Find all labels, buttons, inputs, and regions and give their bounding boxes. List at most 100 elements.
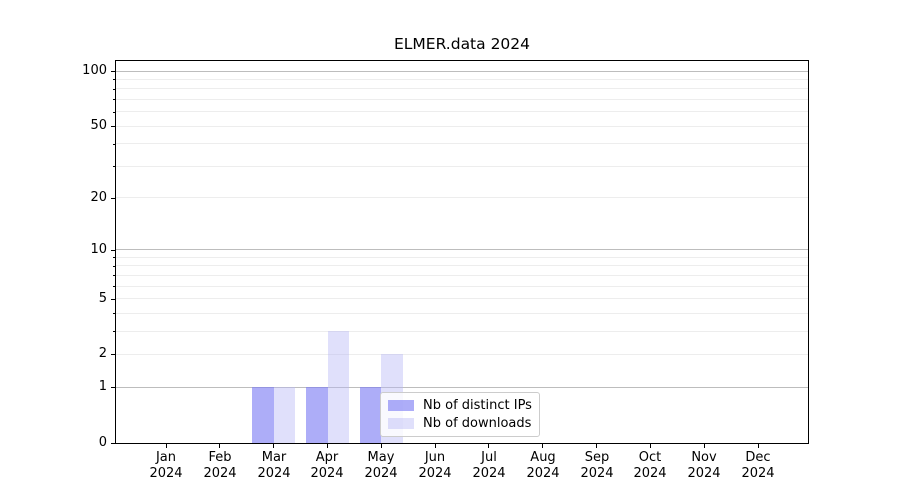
x-tick xyxy=(649,444,651,448)
y-gridline-minor xyxy=(116,143,808,144)
bar-nb-of-distinct-ips-may xyxy=(359,387,382,443)
y-gridline-minor xyxy=(116,275,808,276)
y-gridline-minor xyxy=(116,111,808,112)
x-tick-year: 2024 xyxy=(418,465,452,481)
x-tick-month: Jun xyxy=(424,450,446,465)
y-tick-minor xyxy=(113,257,115,258)
y-tick-minor xyxy=(113,331,115,332)
y-tick-label: 2 xyxy=(98,346,107,361)
x-tick-label: Sep 2024 xyxy=(565,450,629,481)
y-gridline-minor xyxy=(116,197,808,198)
y-gridline-minor xyxy=(116,99,808,100)
y-gridline-minor xyxy=(116,354,808,355)
x-tick-month: Apr xyxy=(315,450,339,465)
x-tick-year: 2024 xyxy=(364,465,398,481)
y-tick-label: 1 xyxy=(98,379,107,394)
x-tick-year: 2024 xyxy=(633,465,667,481)
legend-swatch-distinct-ips xyxy=(388,400,414,412)
x-tick-year: 2024 xyxy=(741,465,775,481)
y-gridline-minor xyxy=(116,257,808,258)
x-tick-month: May xyxy=(367,450,395,465)
x-tick-label: Nov 2024 xyxy=(672,450,736,481)
x-tick-label: Aug 2024 xyxy=(511,450,575,481)
y-gridline-minor xyxy=(116,298,808,299)
y-tick-minor xyxy=(113,89,115,90)
x-tick-year: 2024 xyxy=(472,465,506,481)
x-tick-month: Jan xyxy=(155,450,177,465)
bar-nb-of-downloads-mar xyxy=(273,387,296,443)
x-tick-year: 2024 xyxy=(203,465,237,481)
y-tick-minor xyxy=(113,126,115,127)
y-tick-minor xyxy=(113,354,115,355)
x-tick-label: May 2024 xyxy=(349,450,413,481)
bar-nb-of-distinct-ips-mar xyxy=(252,387,274,443)
legend-entry-downloads: Nb of downloads xyxy=(388,415,532,433)
x-tick-month: Feb xyxy=(208,450,232,465)
y-gridline-major xyxy=(116,71,808,72)
x-tick-year: 2024 xyxy=(310,465,344,481)
legend: Nb of distinct IPs Nb of downloads xyxy=(380,392,540,437)
x-tick xyxy=(542,444,544,448)
x-tick-month: Sep xyxy=(584,450,610,465)
bar-nb-of-downloads-apr xyxy=(327,331,349,443)
y-tick-minor xyxy=(113,99,115,100)
y-tick-minor xyxy=(113,112,115,113)
y-tick-minor xyxy=(113,275,115,276)
x-tick-label: Jun 2024 xyxy=(403,450,467,481)
x-tick-label: Mar 2024 xyxy=(242,450,306,481)
legend-swatch-downloads xyxy=(388,417,414,429)
y-tick-minor xyxy=(113,313,115,314)
y-gridline-major xyxy=(116,249,808,250)
y-tick-label: 10 xyxy=(90,242,107,257)
y-gridline-minor xyxy=(116,313,808,314)
y-tick xyxy=(111,71,115,72)
y-tick-minor xyxy=(113,166,115,167)
y-tick-minor xyxy=(113,79,115,80)
legend-entry-distinct-ips: Nb of distinct IPs xyxy=(388,397,532,415)
y-tick-label: 5 xyxy=(98,291,107,306)
y-tick-minor xyxy=(113,286,115,287)
y-tick-minor xyxy=(113,266,115,267)
x-tick-year: 2024 xyxy=(149,465,183,481)
y-tick-label: 100 xyxy=(82,63,107,78)
y-tick-minor xyxy=(113,144,115,145)
x-tick xyxy=(165,444,167,448)
y-gridline-minor xyxy=(116,88,808,89)
plot-area: Nb of distinct IPs Nb of downloads xyxy=(115,60,809,444)
chart-title: ELMER.data 2024 xyxy=(393,35,531,53)
x-tick-month: Aug xyxy=(530,450,556,465)
y-gridline-minor xyxy=(116,265,808,266)
x-tick xyxy=(273,444,275,448)
x-tick-label: Dec 2024 xyxy=(726,450,790,481)
y-gridline-major xyxy=(116,387,808,388)
x-tick xyxy=(703,444,705,448)
x-tick-label: Apr 2024 xyxy=(295,450,359,481)
y-gridline-minor xyxy=(116,126,808,127)
y-tick xyxy=(111,250,115,251)
x-tick-label: Feb 2024 xyxy=(188,450,252,481)
y-tick-minor xyxy=(113,198,115,199)
x-tick-label: Jul 2024 xyxy=(457,450,521,481)
y-gridline-minor xyxy=(116,331,808,332)
x-tick-month: Mar xyxy=(261,450,287,465)
x-tick-month: Dec xyxy=(745,450,771,465)
y-tick-label: 50 xyxy=(90,118,107,133)
bar-nb-of-distinct-ips-apr xyxy=(306,387,328,443)
x-tick-label: Jan 2024 xyxy=(134,450,198,481)
x-tick xyxy=(434,444,436,448)
x-tick-year: 2024 xyxy=(687,465,721,481)
x-tick xyxy=(488,444,490,448)
legend-label-distinct-ips: Nb of distinct IPs xyxy=(423,398,532,414)
x-tick-year: 2024 xyxy=(526,465,560,481)
x-tick-label: Oct 2024 xyxy=(618,450,682,481)
x-tick xyxy=(219,444,221,448)
y-tick xyxy=(111,443,115,444)
x-tick xyxy=(757,444,759,448)
x-tick xyxy=(596,444,597,448)
legend-label-downloads: Nb of downloads xyxy=(423,415,532,431)
y-tick-label: 20 xyxy=(90,190,107,205)
y-gridline-minor xyxy=(116,286,808,287)
x-tick-month: Nov xyxy=(691,450,717,465)
x-tick-year: 2024 xyxy=(580,465,614,481)
